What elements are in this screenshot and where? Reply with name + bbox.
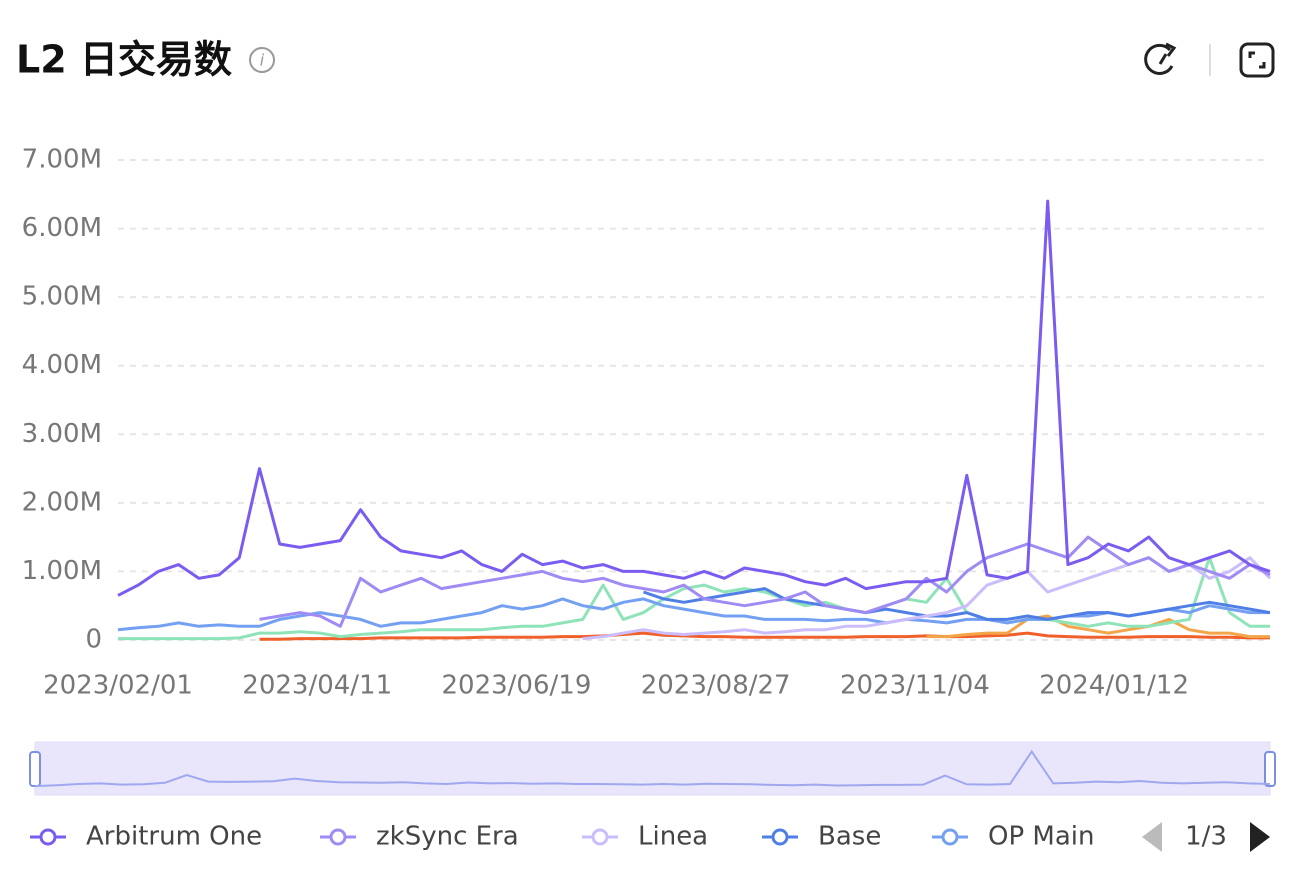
- legend-label: Base: [818, 822, 881, 852]
- x-tick-label: 2024/01/12: [1039, 671, 1189, 701]
- legend-label: zkSync Era: [376, 822, 519, 852]
- legend-item[interactable]: Linea: [582, 822, 708, 852]
- y-tick-label: 6.00M: [22, 213, 102, 243]
- legend-pager[interactable]: [1142, 822, 1270, 852]
- y-tick-label: 2.00M: [22, 487, 102, 517]
- x-tick-label: 2023/02/01: [43, 671, 193, 701]
- legend-label: Arbitrum One: [86, 822, 262, 852]
- x-tick-label: 2023/04/11: [242, 671, 392, 701]
- series-line: [117, 199, 1271, 597]
- y-tick-label: 4.00M: [22, 350, 102, 380]
- y-tick-label: 0: [85, 625, 102, 655]
- series-line: [259, 535, 1271, 628]
- zoom-slider[interactable]: [29, 741, 1276, 796]
- legend-label: OP Main: [988, 822, 1094, 852]
- y-tick-label: 3.00M: [22, 419, 102, 449]
- series-line: [118, 556, 1270, 641]
- legend-item[interactable]: zkSync Era: [320, 822, 519, 852]
- y-tick-label: 7.00M: [22, 145, 102, 175]
- x-tick-label: 2023/08/27: [641, 671, 791, 701]
- legend-label: Linea: [638, 822, 708, 852]
- refresh-icon[interactable]: [1144, 42, 1177, 75]
- legend-marker: [941, 828, 959, 846]
- legend-item[interactable]: Arbitrum One: [30, 822, 262, 852]
- chart-title: L2 日交易数: [16, 38, 232, 82]
- y-tick-label: 1.00M: [22, 556, 102, 586]
- series-line: [643, 587, 1271, 621]
- overview-line: [34, 749, 1271, 788]
- legend-marker: [591, 828, 609, 846]
- y-tick-label: 5.00M: [22, 282, 102, 312]
- series-line: [926, 614, 1270, 639]
- legend-marker: [329, 828, 347, 846]
- fullscreen-icon[interactable]: [1239, 42, 1275, 78]
- x-tick-label: 2023/06/19: [442, 671, 592, 701]
- legend-item[interactable]: Base: [762, 822, 881, 852]
- legend-item[interactable]: OP Main: [932, 822, 1094, 852]
- legend-marker: [39, 828, 57, 846]
- x-tick-label: 2023/11/04: [840, 671, 990, 701]
- info-icon[interactable]: i: [249, 47, 275, 73]
- series-line: [259, 631, 1270, 641]
- legend-marker: [771, 828, 789, 846]
- legend-page: 1/3: [1185, 822, 1227, 852]
- svg-text:i: i: [260, 51, 265, 70]
